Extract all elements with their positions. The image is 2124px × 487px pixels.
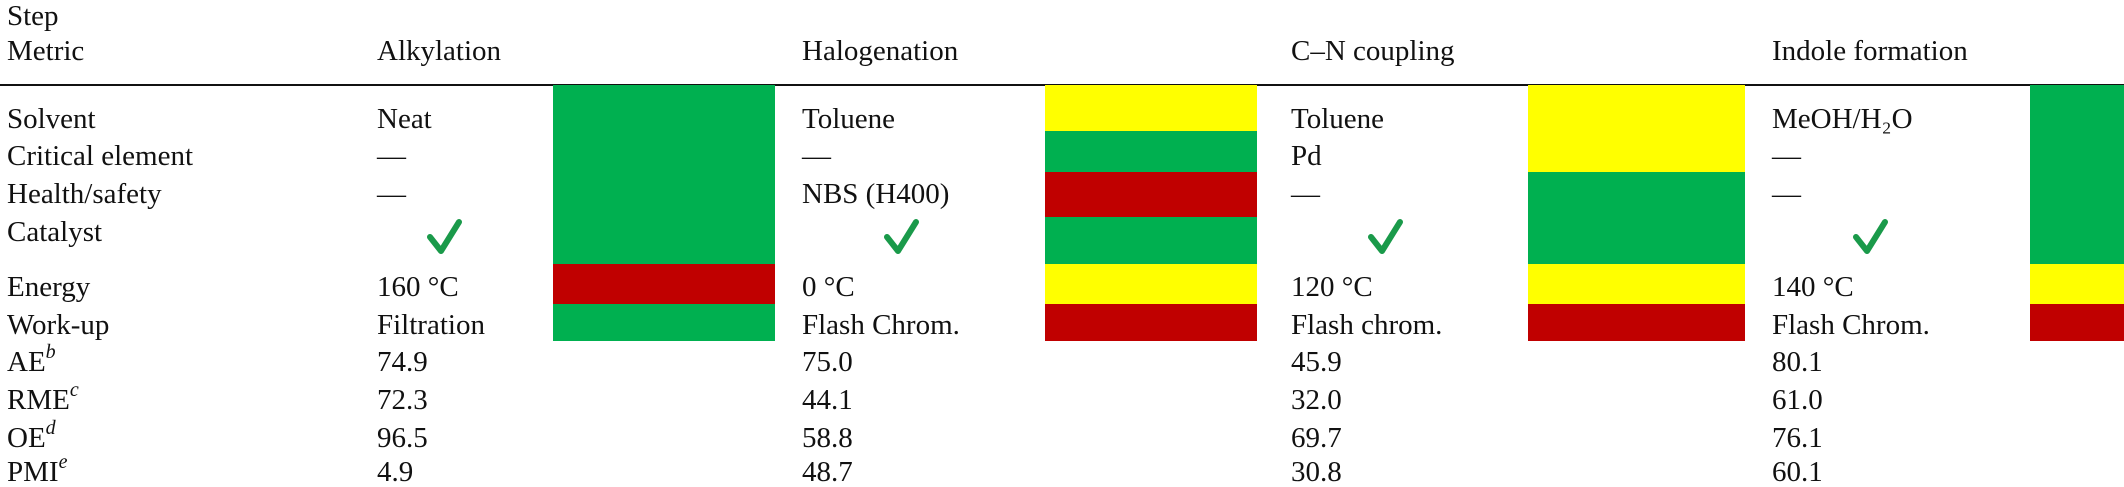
cell: —: [1290, 178, 1321, 210]
cell: 120 °C: [1291, 271, 1373, 303]
rating-cell: [1045, 217, 1257, 264]
rating-cell: [553, 304, 775, 341]
rating-cell: [2030, 131, 2124, 172]
metric-name: Solvent: [7, 103, 96, 135]
cell: Flash Chrom.: [802, 309, 960, 341]
rating-cell: [1045, 304, 1257, 341]
cell: 72.3: [377, 384, 428, 416]
step-header: Halogenation: [802, 35, 959, 67]
metric-name: Energy: [7, 271, 91, 303]
step-header: C–N coupling: [1291, 35, 1455, 67]
rating-cell: [1528, 172, 1745, 217]
cell: 160 °C: [377, 271, 459, 303]
metric-name: OE: [7, 422, 46, 454]
rating-cell: [1528, 85, 1745, 131]
cell: 32.0: [1291, 384, 1342, 416]
cell: 58.8: [802, 422, 853, 454]
cell: 74.9: [377, 346, 428, 378]
cell: 80.1: [1772, 346, 1823, 378]
footnote-mark: c: [70, 379, 79, 401]
rating-cell: [2030, 264, 2124, 304]
cell: —: [1771, 140, 1802, 172]
checkmark: [1853, 219, 1888, 254]
header-step: Step: [7, 0, 59, 32]
cell: Pd: [1291, 140, 1322, 172]
rating-cell: [553, 264, 775, 304]
metric-label: Work-up: [7, 309, 109, 341]
step-header: Alkylation: [377, 35, 502, 67]
cell: 44.1: [802, 384, 853, 416]
metric-label: RMEc: [7, 379, 79, 416]
rating-cell: [1045, 172, 1257, 217]
footnote-mark: e: [59, 451, 68, 473]
cell: —: [801, 140, 832, 172]
rating-cell: [1528, 217, 1745, 264]
checkmarks: [427, 219, 1888, 254]
footnote-mark: b: [46, 341, 56, 363]
cell: MeOH/H₂O: [1772, 103, 1913, 135]
rating-cell: [2030, 85, 2124, 131]
metric-name: Health/safety: [7, 178, 162, 210]
cell: 75.0: [802, 346, 853, 378]
metric-label: Catalyst: [7, 216, 102, 248]
rating-cell: [553, 131, 775, 172]
cell: Toluene: [802, 103, 895, 135]
cell: 140 °C: [1772, 271, 1854, 303]
cell: Neat: [377, 103, 432, 135]
metric-label: Energy: [7, 271, 91, 303]
cell: —: [376, 140, 407, 172]
metric-label: Critical element: [7, 140, 193, 172]
rating-cell: [2030, 304, 2124, 341]
rating-cell: [553, 217, 775, 264]
rating-cell: [2030, 172, 2124, 217]
cell: 61.0: [1772, 384, 1823, 416]
metric-label: PMIe: [7, 451, 68, 487]
cell: —: [1771, 178, 1802, 210]
cell: Filtration: [377, 309, 485, 341]
metric-name: Catalyst: [7, 216, 102, 248]
rating-cell: [1528, 304, 1745, 341]
cell: 30.8: [1291, 456, 1342, 487]
cell: —: [376, 178, 407, 210]
metric-label: Health/safety: [7, 178, 162, 210]
metric-name: PMI: [7, 456, 59, 487]
metric-name: Critical element: [7, 140, 193, 172]
rating-cell: [553, 172, 775, 217]
header-metric: Metric: [7, 35, 84, 67]
cell: 60.1: [1772, 456, 1823, 487]
checkmark: [427, 219, 462, 254]
cell: Flash chrom.: [1291, 309, 1442, 341]
rating-cell: [1045, 264, 1257, 304]
metric-name: AE: [7, 346, 46, 378]
cell: 96.5: [377, 422, 428, 454]
metric-name: RME: [7, 384, 70, 416]
rating-cell: [2030, 217, 2124, 264]
metric-label: OEd: [7, 417, 57, 454]
checkmark: [1368, 219, 1403, 254]
rating-cell: [1045, 85, 1257, 131]
cell: 69.7: [1291, 422, 1342, 454]
rating-cell: [1528, 131, 1745, 172]
cell: 45.9: [1291, 346, 1342, 378]
cell: Flash Chrom.: [1772, 309, 1930, 341]
cell: 0 °C: [802, 271, 855, 303]
metric-label: Solvent: [7, 103, 96, 135]
metric-label: AEb: [7, 341, 56, 378]
cell: 4.9: [377, 456, 413, 487]
metric-name: Work-up: [7, 309, 109, 341]
step-header: Indole formation: [1772, 35, 1968, 67]
rating-cell: [1045, 131, 1257, 172]
cell: 48.7: [802, 456, 853, 487]
rating-cell: [1528, 264, 1745, 304]
checkmark: [884, 219, 919, 254]
cell: Toluene: [1291, 103, 1384, 135]
footnote-mark: d: [46, 417, 57, 439]
cell: NBS (H400): [802, 178, 949, 210]
rating-cell: [553, 85, 775, 131]
cell: 76.1: [1772, 422, 1823, 454]
